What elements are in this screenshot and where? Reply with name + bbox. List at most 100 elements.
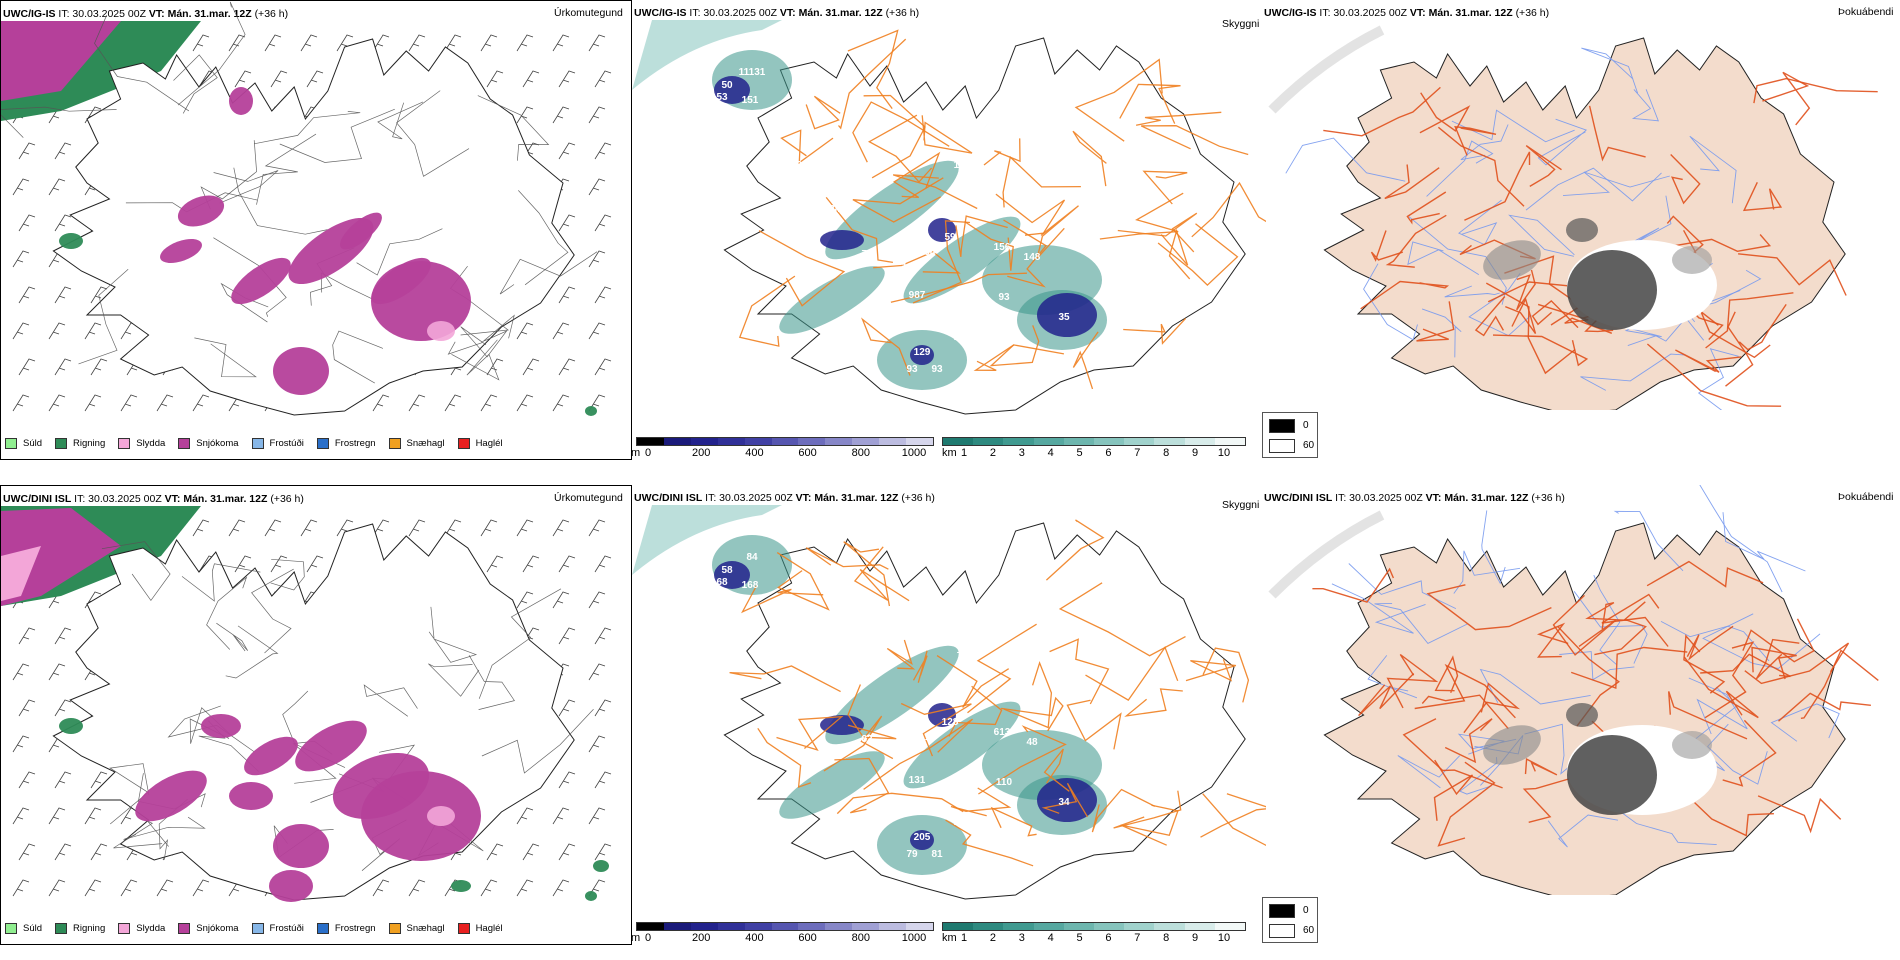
rain-area [59, 718, 83, 734]
snow-depth-colorbar: m 0 200 400 600 800 1000 [631, 437, 934, 461]
legend-swatch [316, 437, 329, 449]
road-line [1444, 285, 1500, 298]
wind-barb [156, 394, 174, 412]
wind-barb [12, 250, 30, 268]
wind-barb [48, 322, 66, 340]
road-line [109, 763, 150, 825]
colorbar-segment [717, 438, 745, 445]
wind-barb [594, 286, 612, 304]
road-line [396, 90, 470, 177]
road-line [1537, 118, 1588, 166]
colorbar-tick: 8 [1163, 447, 1170, 459]
road-line [1479, 668, 1591, 705]
fog-legend: 0 60 [1262, 412, 1318, 458]
deep-snow [928, 218, 956, 242]
road-line [1646, 343, 1782, 407]
wind-barb [594, 699, 612, 717]
snow-depth-label: 35 [1058, 312, 1070, 323]
legend-label: Rigning [73, 922, 106, 934]
wind-barb [588, 106, 606, 124]
road-line [447, 314, 515, 355]
wind-barb [588, 394, 606, 412]
road-line [995, 193, 1066, 236]
legend-label: Haglél [475, 922, 503, 934]
road-line [1631, 89, 1659, 122]
precip-legend: Súld Rigning Slydda Snjókoma Frostúði Frostre… [5, 433, 516, 453]
snow-depth-label: 93 [931, 364, 943, 375]
colorbar-segment [744, 438, 772, 445]
road-line [1757, 795, 1842, 834]
panel-title: UWC/DINI ISL IT: 30.03.2025 00Z VT: Mán.… [3, 493, 304, 505]
colorbar-tick: 2 [989, 932, 996, 944]
colorbar-segment [637, 438, 664, 445]
wind-barb [552, 106, 570, 124]
fog-map [1268, 25, 1878, 410]
road-line [1516, 269, 1536, 311]
wind-barb [522, 358, 540, 376]
snow-area [273, 347, 329, 395]
wind-barb [54, 627, 72, 645]
legend-label: Haglél [475, 437, 503, 449]
snow-depth-label: 51 [911, 232, 923, 243]
wind-barb [336, 519, 354, 537]
road-line [1036, 205, 1079, 259]
rain-area [59, 233, 83, 249]
wind-barb [552, 807, 570, 825]
road-line [1043, 748, 1070, 792]
road-line [1694, 802, 1774, 837]
snow-depth-label: 84 [911, 717, 923, 728]
colorbar-segment [690, 438, 718, 445]
wind-barb [486, 555, 504, 573]
wind-barb [480, 394, 498, 412]
panel-name: Úrkomutegund [554, 492, 623, 504]
road-line [1670, 154, 1701, 205]
fog-streak [1268, 25, 1385, 114]
road-line [1003, 219, 1047, 288]
road-line [1581, 47, 1639, 94]
road-line [1202, 647, 1250, 703]
colorbar-segment [825, 438, 853, 445]
road-line [1668, 691, 1748, 740]
deep-snow [910, 345, 934, 365]
wind-barb [84, 322, 102, 340]
wind-barb [12, 663, 30, 681]
visibility-ticks: 1 2 3 4 5 6 7 8 9 10 [942, 447, 1252, 461]
road-line [948, 685, 1003, 737]
snow-depth-label: 81 [931, 849, 943, 860]
legend-label: Slydda [136, 437, 166, 449]
colorbar-segment [1124, 438, 1155, 445]
legend-item: Slydda [118, 922, 165, 934]
fog-legend-black-label: 0 [1303, 905, 1309, 916]
road-line [460, 326, 508, 358]
snow-depth-label: 84 [746, 552, 758, 563]
road-line [900, 702, 972, 757]
colorbar-unit: m [631, 932, 641, 944]
road-line [94, 15, 190, 112]
colorbar-segment [744, 923, 772, 930]
wind-barb [90, 843, 108, 861]
road-line [518, 190, 569, 286]
road-line [1704, 641, 1755, 719]
legend-swatch [55, 922, 68, 934]
legend-label: Frostregn [334, 437, 376, 449]
road-line [1508, 214, 1575, 257]
legend-item: Snæhagl [388, 437, 445, 449]
road-line [843, 541, 891, 607]
road-line [892, 174, 978, 210]
road-line [1460, 124, 1509, 161]
legend-swatch [388, 437, 401, 449]
road-line [847, 684, 897, 740]
road-line [1003, 660, 1053, 729]
road-line [823, 715, 894, 772]
wind-barb [558, 142, 576, 160]
road-line [1522, 775, 1578, 823]
wind-barb [516, 322, 534, 340]
road-line [1453, 550, 1521, 594]
colorbar-segment [1184, 923, 1215, 930]
road-line [101, 541, 171, 601]
fog-area [1567, 250, 1657, 330]
road-line [1331, 583, 1426, 634]
wind-barb [516, 807, 534, 825]
legend-item: Snæhagl [388, 922, 445, 934]
road-line [1699, 485, 1783, 593]
